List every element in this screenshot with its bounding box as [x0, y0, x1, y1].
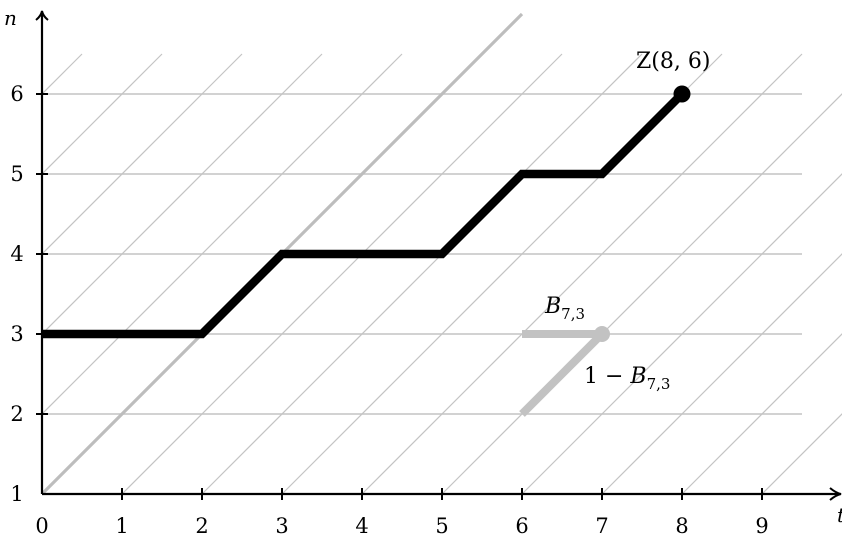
gridline-diag	[42, 53, 323, 335]
x-tick-label: 7	[595, 514, 608, 538]
b-label-main: B	[544, 294, 561, 319]
diagonal-gridlines	[42, 53, 842, 494]
gridline-diag	[521, 173, 842, 494]
y-tick-label: 3	[10, 322, 23, 346]
one-minus-b-main: B	[629, 364, 646, 389]
x-tick-label: 5	[435, 514, 448, 538]
y-tick-label: 2	[10, 402, 23, 426]
one-minus-prefix: 1 −	[584, 364, 630, 389]
gridline-diag	[201, 53, 643, 494]
endpoint-marker	[673, 85, 691, 103]
y-tick-label: 6	[10, 82, 23, 106]
gridline-diag	[441, 93, 842, 494]
y-tick-label: 5	[10, 162, 23, 186]
y-axis-arrowhead	[35, 10, 49, 21]
transition-marker	[519, 326, 610, 417]
x-tick-label: 1	[115, 514, 128, 538]
transition-diagonal	[519, 331, 605, 417]
one-minus-b-subscript: 7,3	[647, 375, 671, 393]
transition-point	[594, 326, 610, 342]
one-minus-b-label: 1 − B7,3	[584, 364, 670, 393]
gridline-diag	[761, 413, 842, 494]
gridline-diag	[42, 53, 243, 255]
x-tick-label: 2	[195, 514, 208, 538]
gridline-diag	[42, 53, 163, 175]
y-axis-label: n	[4, 6, 17, 30]
b-label: B7,3	[544, 294, 585, 323]
x-tick-label: 8	[675, 514, 688, 538]
x-axis-arrowhead	[829, 487, 842, 501]
x-axis-label: t	[837, 503, 842, 527]
gridline-diag	[42, 53, 403, 415]
x-tick-label: 9	[755, 514, 768, 538]
b-label-subscript: 7,3	[561, 305, 585, 323]
x-tick-label: 6	[515, 514, 528, 538]
path-polyline	[42, 90, 686, 339]
endpoint-label: Z(8, 6)	[636, 49, 710, 74]
y-tick-label: 4	[10, 242, 23, 266]
gridline-diag	[361, 53, 803, 494]
lattice-path	[42, 85, 691, 339]
y-tick-label: 1	[10, 482, 23, 506]
x-tick-label: 0	[35, 514, 48, 538]
gridline-diag	[121, 53, 563, 494]
x-tick-label: 3	[275, 514, 288, 538]
x-tick-label: 4	[355, 514, 368, 538]
gridline-diag	[601, 253, 842, 494]
gridline-diag	[681, 333, 842, 494]
